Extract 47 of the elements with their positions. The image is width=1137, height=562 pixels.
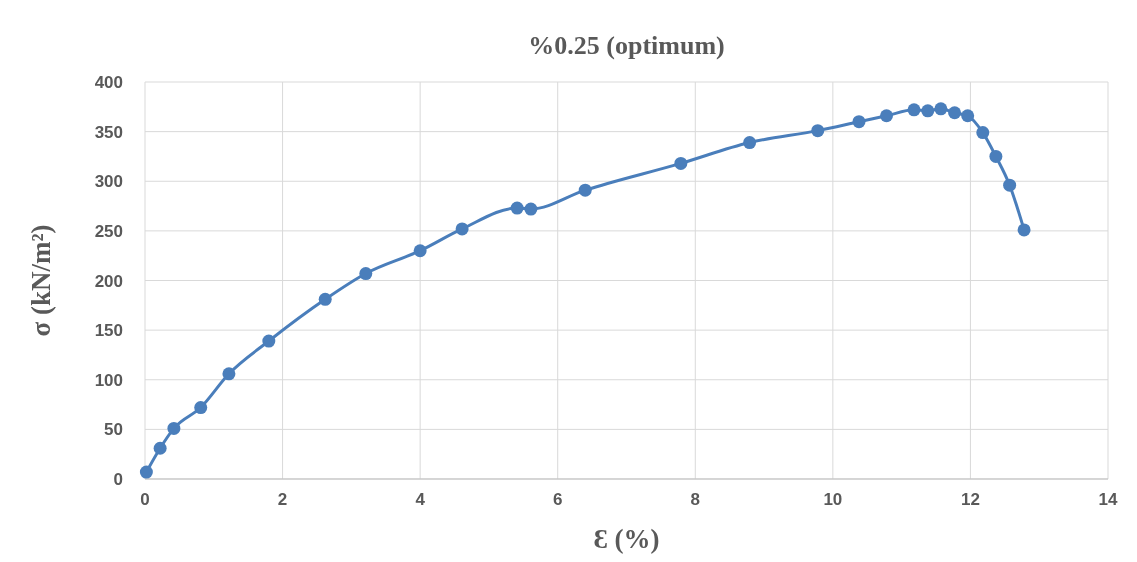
x-axis-title: Ɛ (%) xyxy=(593,524,660,554)
point xyxy=(318,292,332,306)
point xyxy=(1017,223,1031,237)
point xyxy=(811,124,825,138)
point xyxy=(743,136,757,150)
point xyxy=(578,183,592,197)
chart-title: %0.25 (optimum) xyxy=(528,31,725,60)
point xyxy=(948,106,962,120)
point xyxy=(989,149,1003,163)
point xyxy=(222,367,236,381)
point xyxy=(880,109,894,123)
x-tick-label: 6 xyxy=(552,490,563,509)
point xyxy=(510,201,524,215)
point xyxy=(139,465,153,479)
y-axis-title: σ (kN/m²) xyxy=(26,224,56,337)
point xyxy=(921,104,935,118)
point xyxy=(976,126,990,140)
x-tick-label: 12 xyxy=(960,490,980,509)
point xyxy=(153,441,167,455)
y-tick-label: 350 xyxy=(94,122,123,142)
point xyxy=(524,202,538,216)
x-tick-label: 0 xyxy=(140,490,150,509)
y-tick-label: 400 xyxy=(94,73,123,92)
point xyxy=(455,222,469,236)
point xyxy=(194,401,208,415)
x-tick-label: 10 xyxy=(823,490,843,509)
point xyxy=(674,156,688,170)
point xyxy=(961,109,975,123)
point xyxy=(907,103,921,117)
point xyxy=(1003,178,1017,192)
y-tick-label: 300 xyxy=(94,172,123,192)
x-tick-label: 2 xyxy=(277,490,288,509)
point xyxy=(167,421,181,435)
y-tick-label: 250 xyxy=(94,221,123,241)
point xyxy=(934,102,948,116)
x-tick-label: 8 xyxy=(690,490,701,509)
point xyxy=(413,244,427,258)
point xyxy=(359,267,373,281)
x-tick-label: 14 xyxy=(1098,490,1118,509)
y-tick-label: 50 xyxy=(104,420,123,440)
y-tick-label: 100 xyxy=(94,370,123,390)
y-tick-label: 150 xyxy=(94,321,123,341)
x-tick-label: 4 xyxy=(415,490,426,509)
y-tick-label: 200 xyxy=(94,271,123,291)
y-tick-label: 0 xyxy=(113,470,123,489)
point xyxy=(262,334,276,348)
point xyxy=(852,115,866,129)
